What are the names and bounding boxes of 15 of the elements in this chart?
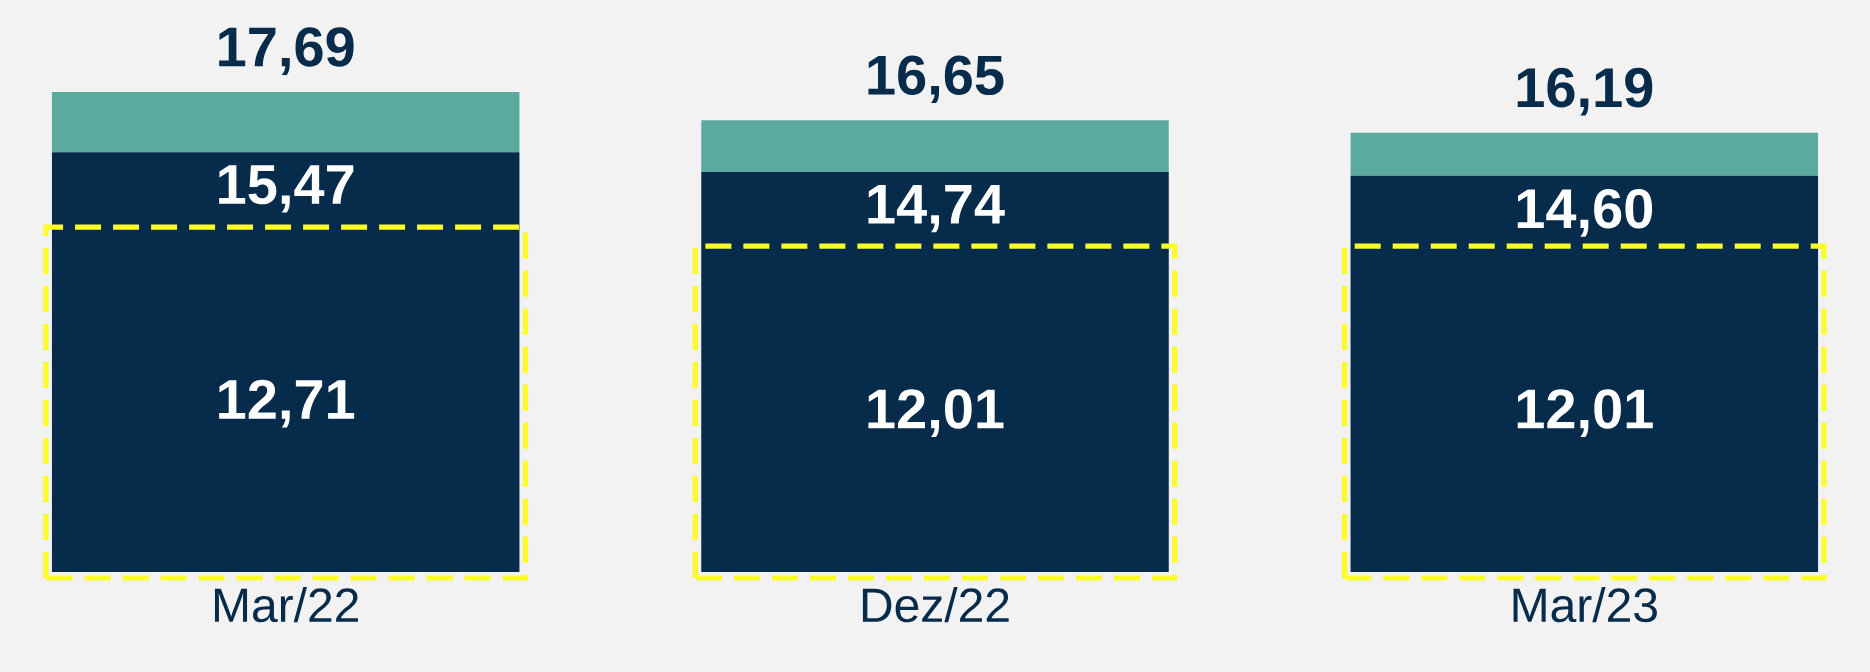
data-label: 12,71 <box>219 379 355 428</box>
bar <box>701 120 1169 173</box>
total-label: 16,19 <box>1517 67 1653 116</box>
x-tick-label: Dez/22 <box>862 587 1009 623</box>
total-label: 17,69 <box>219 27 354 75</box>
x-tick-label: Mar/23 <box>1513 587 1657 623</box>
data-label: 12,01 <box>868 389 1004 437</box>
total-label: 16,65 <box>868 55 1004 104</box>
bar <box>51 91 520 153</box>
annotation: 15,47 <box>219 165 354 213</box>
data-label: 12,01 <box>1517 389 1653 437</box>
annotation: 14,60 <box>1517 188 1653 237</box>
bar <box>1350 132 1819 176</box>
annotation: 14,74 <box>868 185 1005 233</box>
x-tick-label: Mar/22 <box>214 587 358 623</box>
